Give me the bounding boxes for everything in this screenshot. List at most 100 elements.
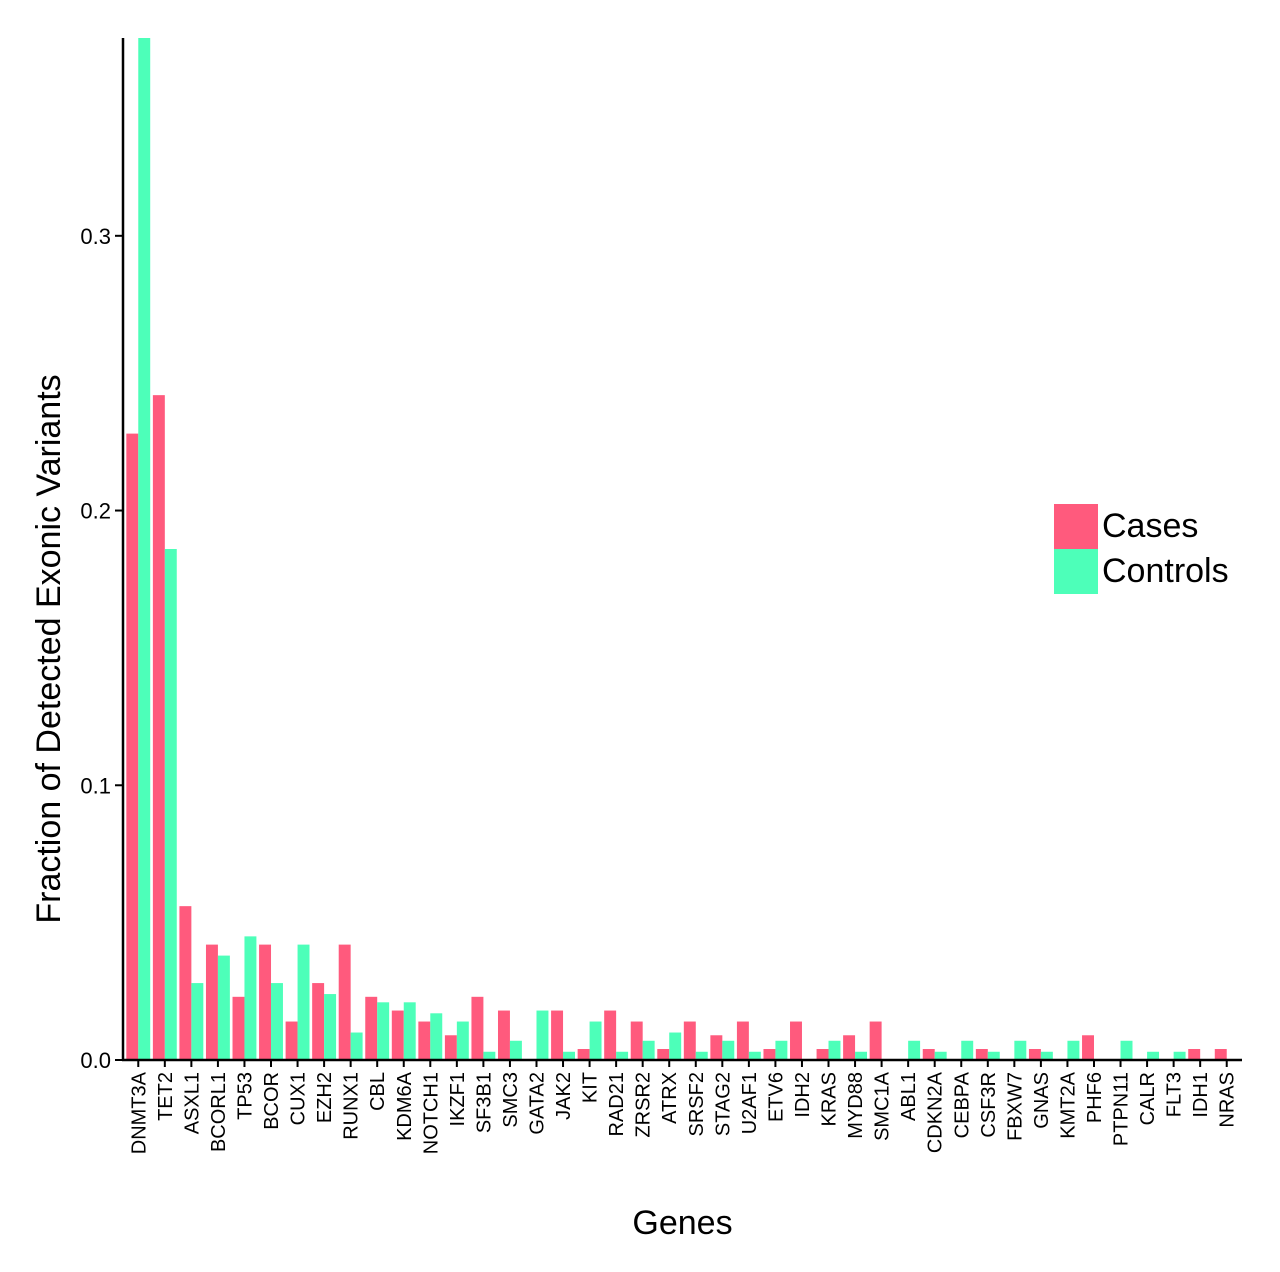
bar-cases-idh1: [1188, 1049, 1201, 1060]
x-tick-label-srsf2: SRSF2: [686, 1072, 708, 1136]
bar-controls-etv6: [775, 1040, 788, 1060]
bar-cases-kit: [577, 1049, 590, 1060]
x-ticks-layer: DNMT3A TET2 ASXL1 BCORL1 TP53 BCOR CUX1 EZH2 RUN…: [128, 1060, 1239, 1154]
x-tick-label-myd88: MYD88: [845, 1072, 867, 1139]
bar-controls-cbl: [377, 1002, 390, 1060]
y-tick-label: 0.0: [80, 1048, 111, 1073]
x-tick-label-notch1: NOTCH1: [420, 1072, 442, 1154]
legend-swatch-cases: [1054, 504, 1098, 549]
bar-cases-cbl: [365, 996, 378, 1060]
bar-controls-cux1: [297, 944, 310, 1060]
bar-controls-notch1: [430, 1013, 443, 1060]
bar-controls-cdkn2a: [934, 1051, 947, 1060]
bar-cases-bcorl1: [205, 944, 218, 1060]
bar-controls-jak2: [563, 1051, 575, 1060]
bar-controls-ptpn11: [1120, 1040, 1133, 1060]
x-tick-label-u2af1: U2AF1: [739, 1072, 761, 1134]
bar-cases-notch1: [418, 1021, 431, 1060]
x-tick-label-smc1a: SMC1A: [872, 1071, 894, 1141]
x-tick-label-rad21: RAD21: [606, 1072, 628, 1136]
x-tick-label-cux1: CUX1: [288, 1072, 310, 1125]
bar-controls-calr: [1147, 1051, 1160, 1060]
x-tick-label-sf3b1: SF3B1: [473, 1072, 495, 1133]
x-tick-label-kras: KRAS: [819, 1072, 841, 1126]
x-tick-label-gnas: GNAS: [1031, 1072, 1053, 1129]
bar-cases-tet2: [152, 395, 165, 1060]
x-tick-label-csf3r: CSF3R: [978, 1072, 1000, 1138]
legend-label-controls: Controls: [1102, 552, 1229, 590]
x-tick-label-runx1: RUNX1: [341, 1072, 363, 1140]
bar-controls-cebpa: [961, 1040, 974, 1060]
bar-controls-zrsr2: [642, 1040, 655, 1060]
x-tick-label-cdkn2a: CDKN2A: [925, 1071, 947, 1153]
x-tick-label-fbxw7: FBXW7: [1004, 1072, 1026, 1141]
bar-cases-gnas: [1028, 1049, 1041, 1060]
bar-controls-rad21: [616, 1051, 629, 1060]
x-tick-label-calr: CALR: [1137, 1072, 1159, 1125]
bar-controls-ikzf1: [456, 1021, 469, 1060]
x-tick-label-kdm6a: KDM6A: [394, 1071, 416, 1141]
x-tick-label-cbl: CBL: [367, 1072, 389, 1111]
y-tick-label: 0.3: [80, 224, 111, 249]
bar-controls-csf3r: [987, 1051, 1000, 1060]
x-tick-label-nras: NRAS: [1217, 1072, 1239, 1128]
y-ticks-layer: 0.0 0.1 0.2 0.3: [80, 224, 123, 1073]
x-tick-label-zrsr2: ZRSR2: [633, 1072, 655, 1138]
bar-controls-kras: [828, 1040, 841, 1060]
x-tick-label-asxl1: ASXL1: [181, 1072, 203, 1134]
bar-controls-runx1: [350, 1032, 363, 1060]
bar-controls-ezh2: [324, 994, 337, 1060]
x-tick-label-abl1: ABL1: [898, 1072, 920, 1121]
bar-cases-bcor: [259, 944, 272, 1060]
x-tick-label-ikzf1: IKZF1: [447, 1072, 469, 1126]
bar-controls-kdm6a: [403, 1002, 416, 1060]
x-tick-label-kmt2a: KMT2A: [1057, 1071, 1079, 1138]
bar-cases-etv6: [763, 1049, 776, 1060]
x-tick-label-kit: KIT: [580, 1072, 602, 1103]
bar-controls-tp53: [244, 936, 257, 1060]
bar-controls-asxl1: [191, 983, 204, 1060]
bar-cases-smc3: [497, 1010, 510, 1060]
x-tick-label-flt3: FLT3: [1164, 1072, 1186, 1117]
bar-cases-cdkn2a: [922, 1049, 935, 1060]
bar-cases-cux1: [285, 1021, 298, 1060]
bar-cases-rad21: [604, 1010, 617, 1060]
bar-cases-atrx: [657, 1049, 670, 1060]
bar-cases-smc1a: [869, 1021, 882, 1060]
bar-controls-smc3: [509, 1040, 522, 1060]
x-tick-label-ezh2: EZH2: [314, 1072, 336, 1123]
bar-controls-gnas: [1040, 1051, 1053, 1060]
bar-controls-gata2: [536, 1010, 549, 1060]
bar-cases-myd88: [843, 1035, 856, 1060]
bar-controls-sf3b1: [483, 1051, 496, 1060]
y-tick-label: 0.1: [80, 773, 111, 798]
bar-cases-csf3r: [975, 1049, 988, 1060]
x-axis-title: Genes: [632, 1204, 732, 1242]
bar-controls-atrx: [669, 1032, 682, 1060]
bar-controls-myd88: [855, 1051, 868, 1060]
y-tick-label: 0.2: [80, 499, 111, 524]
x-tick-label-bcorl1: BCORL1: [208, 1072, 230, 1152]
bar-cases-ikzf1: [444, 1035, 457, 1060]
legend: Cases Controls: [1054, 504, 1229, 594]
x-tick-label-tp53: TP53: [234, 1072, 256, 1120]
bar-cases-kras: [816, 1049, 829, 1060]
bar-cases-nras: [1214, 1049, 1227, 1060]
x-tick-label-stag2: STAG2: [712, 1072, 734, 1136]
x-tick-label-bcor: BCOR: [261, 1072, 283, 1130]
bar-cases-kdm6a: [391, 1010, 404, 1060]
bar-controls-stag2: [722, 1040, 735, 1060]
bar-cases-dnmt3a: [126, 433, 139, 1060]
x-tick-label-phf6: PHF6: [1084, 1072, 1106, 1123]
bar-cases-idh2: [790, 1021, 802, 1060]
bar-cases-tp53: [232, 996, 245, 1060]
bar-controls-abl1: [908, 1040, 921, 1060]
x-tick-label-smc3: SMC3: [500, 1072, 522, 1128]
bar-controls-fbxw7: [1014, 1040, 1027, 1060]
bar-controls-bcor: [271, 983, 283, 1060]
bar-cases-srsf2: [683, 1021, 696, 1060]
x-tick-label-etv6: ETV6: [765, 1072, 787, 1122]
bars-layer: [126, 38, 1227, 1060]
